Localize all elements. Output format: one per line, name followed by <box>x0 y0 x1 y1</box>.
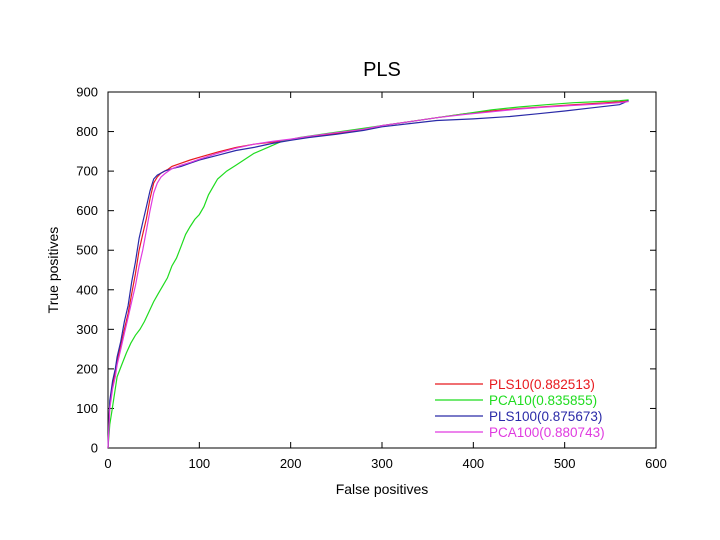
y-tick-label: 500 <box>76 243 98 258</box>
x-tick-label: 200 <box>280 456 302 471</box>
x-tick-label: 0 <box>104 456 111 471</box>
legend-label-1: PCA10(0.835855) <box>489 393 597 408</box>
y-tick-label: 700 <box>76 164 98 179</box>
x-tick-label: 300 <box>371 456 393 471</box>
x-axis-label: False positives <box>336 481 429 497</box>
y-tick-label: 300 <box>76 322 98 337</box>
series-line-3 <box>107 100 629 449</box>
y-tick-label: 400 <box>76 282 98 297</box>
legend-label-3: PCA100(0.880743) <box>489 425 605 440</box>
y-tick-label: 600 <box>76 203 98 218</box>
x-tick-label: 600 <box>645 456 667 471</box>
legend: PLS10(0.882513)PCA10(0.835855)PLS100(0.8… <box>435 377 605 440</box>
y-tick-label: 800 <box>76 124 98 139</box>
legend-label-0: PLS10(0.882513) <box>489 377 595 392</box>
y-axis-label: True positives <box>45 227 61 314</box>
y-tick-label: 900 <box>76 85 98 100</box>
x-tick-label: 100 <box>188 456 210 471</box>
series-lines <box>107 99 629 449</box>
legend-label-2: PLS100(0.875673) <box>489 409 602 424</box>
chart-title: PLS <box>363 59 401 81</box>
y-tick-label: 200 <box>76 361 98 376</box>
series-line-2 <box>107 100 629 449</box>
y-tick-label: 100 <box>76 401 98 416</box>
x-tick-label: 500 <box>554 456 576 471</box>
y-tick-label: 0 <box>91 441 98 456</box>
axis-ticks: 0 100 200 300 400 500 600 0 100 200 300 400 500 600 70… <box>76 85 667 472</box>
x-tick-label: 400 <box>462 456 484 471</box>
